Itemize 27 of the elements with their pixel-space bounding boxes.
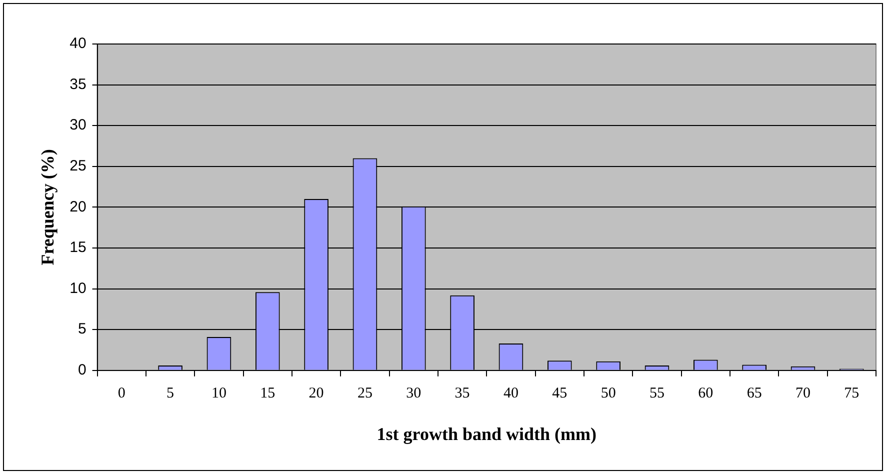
x-tick-label: 10 xyxy=(211,385,226,402)
y-tick-label: 25 xyxy=(70,158,86,175)
x-tick-label: 35 xyxy=(454,385,470,402)
y-axis-title: Frequency (%) xyxy=(37,149,58,266)
y-tick-label: 30 xyxy=(70,116,86,134)
y-tick-label: 40 xyxy=(70,35,86,52)
x-tick-label: 50 xyxy=(600,385,616,402)
x-tick-label: 65 xyxy=(746,385,762,402)
x-tick-label: 70 xyxy=(795,385,810,402)
y-tick-label: 0 xyxy=(78,362,86,379)
y-tick-label: 20 xyxy=(70,198,86,216)
x-tick-label: 40 xyxy=(503,385,518,402)
y-tick-label: 15 xyxy=(70,239,86,256)
x-tick-label: 55 xyxy=(649,385,664,402)
x-tick-label: 25 xyxy=(357,385,372,402)
y-tick-label: 35 xyxy=(70,76,86,93)
y-tick-label: 5 xyxy=(78,320,86,338)
x-tick-label: 60 xyxy=(698,385,714,402)
x-tick-label: 30 xyxy=(406,385,422,402)
x-tick-label: 15 xyxy=(260,385,276,402)
x-tick-label: 75 xyxy=(844,385,860,402)
x-tick-label: 0 xyxy=(118,385,126,402)
x-axis-title: 1st growth band width (mm) xyxy=(376,424,596,444)
x-tick-label: 20 xyxy=(308,385,324,402)
y-tick-label: 10 xyxy=(70,280,86,297)
x-tick-label: 45 xyxy=(552,385,568,402)
x-tick-label: 5 xyxy=(166,385,174,402)
